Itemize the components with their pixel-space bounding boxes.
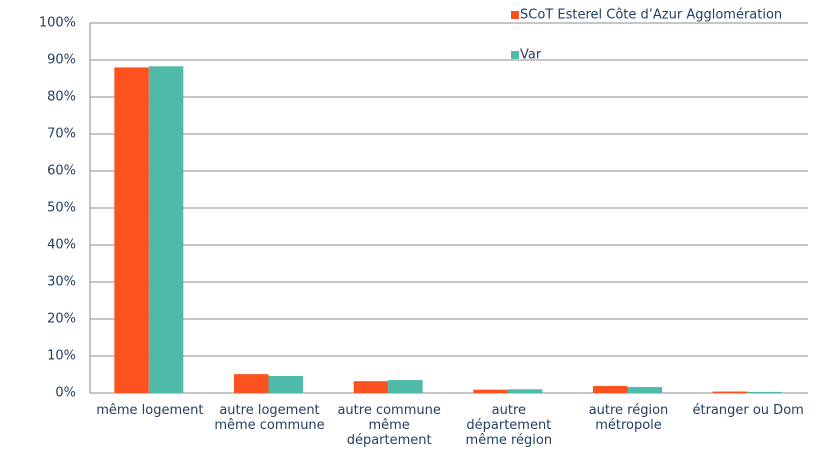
bar [627, 387, 662, 393]
y-tick-label: 20% [47, 312, 76, 327]
bar [234, 374, 269, 393]
y-tick-label: 40% [47, 238, 76, 253]
bar [473, 389, 508, 393]
legend-label: SCoT Esterel Côte d’Azur Agglomération [520, 8, 782, 23]
bar [388, 380, 423, 393]
y-tick-label: 50% [47, 201, 76, 216]
y-tick-label: 90% [47, 53, 76, 68]
x-tick-label: autre logement même commune [214, 403, 325, 433]
y-tick-label: 100% [39, 16, 76, 31]
bar [268, 375, 303, 393]
y-tick-label: 0% [55, 386, 76, 401]
bar [507, 389, 543, 393]
bar [747, 391, 782, 393]
y-tick-label: 30% [47, 275, 76, 290]
x-tick-label: étranger ou Dom [692, 403, 804, 418]
bar [114, 67, 149, 394]
bar [148, 66, 184, 393]
x-tick-label: autre région métropole [588, 403, 669, 433]
bar [712, 391, 748, 393]
x-tick-label: même logement [96, 403, 204, 418]
bar [353, 381, 389, 393]
legend-swatch [511, 51, 519, 59]
y-tick-label: 70% [47, 127, 76, 142]
bar [593, 385, 628, 393]
x-tick-label: autre commune même département [337, 403, 441, 448]
y-tick-label: 80% [47, 90, 76, 105]
y-tick-label: 10% [47, 349, 76, 364]
legend-swatch [511, 11, 519, 19]
y-tick-label: 60% [47, 164, 76, 179]
legend-label: Var [520, 48, 542, 63]
x-tick-label: autre département même région [465, 403, 553, 448]
